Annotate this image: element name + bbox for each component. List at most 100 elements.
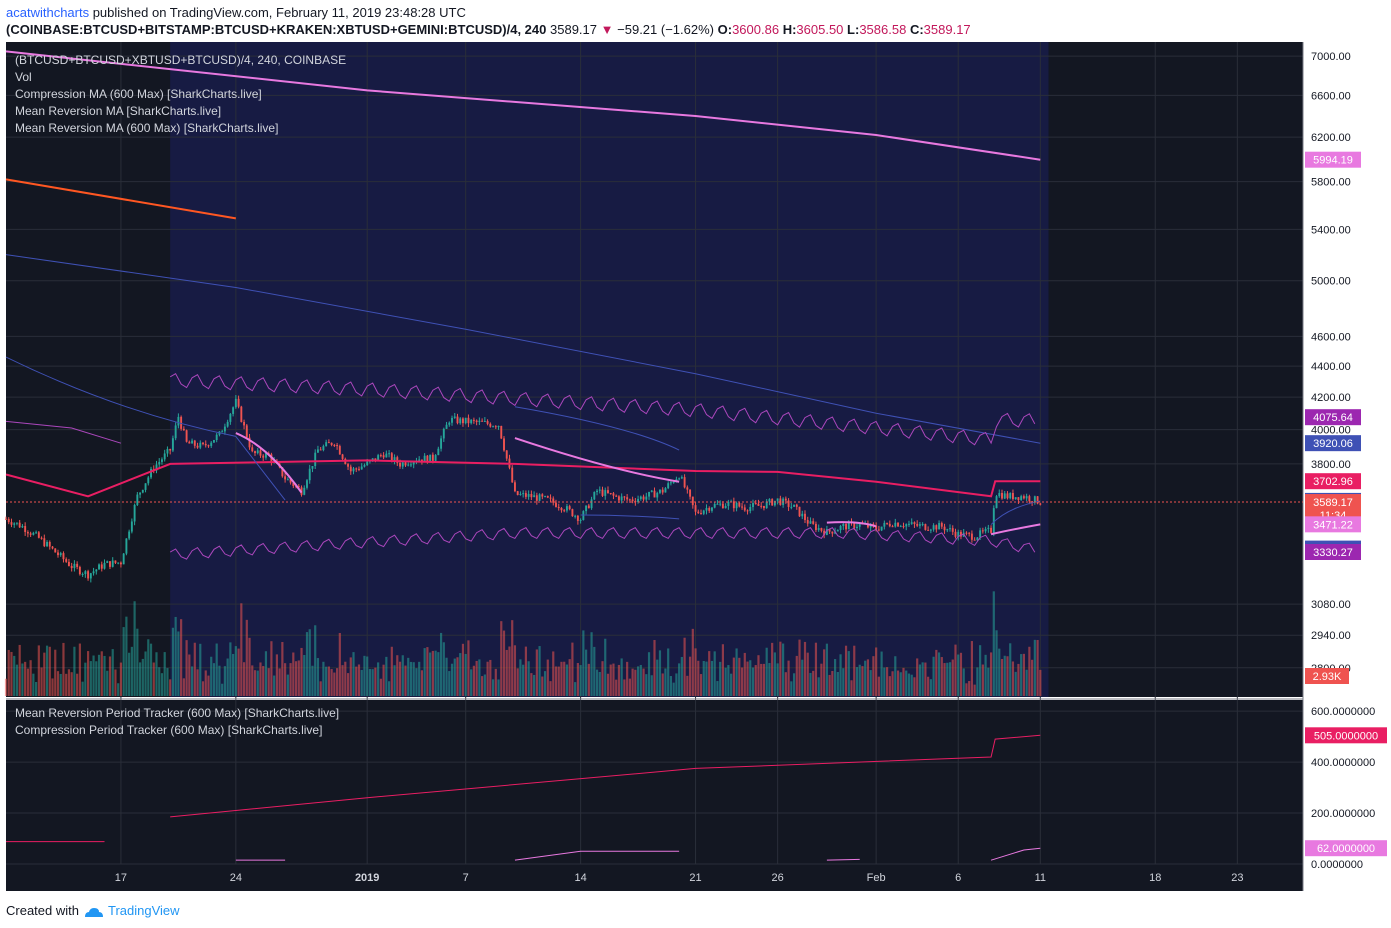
price-tick-label: 7000.00 [1311,51,1351,63]
volume-bar [486,661,489,696]
volume-bar [776,663,779,696]
candle-body [163,453,166,460]
volume-bar [201,681,205,696]
candle-body [169,448,172,451]
volume-bar [656,659,659,696]
volume-bar [390,646,393,696]
volume-bar [223,666,226,696]
legend-main-item[interactable]: Mean Reversion MA (600 Max) [SharkCharts… [15,121,278,135]
candle-body [35,532,38,534]
time-tick-label: 24 [230,872,242,884]
candle-body [877,529,880,531]
legend-sub-item[interactable]: Compression Period Tracker (600 Max) [Sh… [15,723,322,737]
candle-body [251,447,254,452]
candle-body [776,498,779,501]
price-tick-label: 5800.00 [1311,177,1351,189]
volume-bar [773,652,776,696]
candle-body [768,499,771,502]
candle-body [992,508,995,533]
volume-bar [502,630,506,696]
volume-label-bg [1305,668,1349,684]
candle-body [103,562,106,569]
candle-body [760,505,763,507]
candle-body [664,488,667,493]
volume-bar [108,656,112,696]
candle-body [358,468,360,470]
volume-bar [650,675,653,696]
author-link[interactable]: acatwithcharts [6,5,90,20]
ma-line [5,50,1041,161]
candle-body [7,518,10,523]
price-axis-label-bg [1305,409,1361,426]
volume-bar [281,642,284,696]
candle-body [185,430,188,442]
volume-bar [771,642,774,696]
volume-bar [166,668,169,696]
candle-body [245,425,248,438]
candle-body [700,513,702,515]
candle-body [171,438,174,451]
candle-body [754,503,757,505]
volume-bar [645,674,648,696]
candle-body [798,506,801,517]
candle-body [549,497,552,499]
candle-body [908,523,910,525]
candle-body [530,493,533,498]
price-axis-label: 3702.96 [1313,476,1353,488]
candle-body [434,455,437,461]
candle-body [213,440,215,443]
volume-bar [675,673,678,696]
candle-body [423,455,426,462]
volume-bar [834,659,837,696]
low-label: L: [847,22,860,37]
volume-bar [89,661,92,696]
volume-bar [325,666,328,696]
candle-body [410,464,412,466]
ma-line [5,459,1041,498]
candle-body [478,420,481,423]
candle-body [158,461,161,465]
tradingview-brand[interactable]: TradingView [108,903,180,918]
volume-bar [284,663,287,696]
volume-bar [880,651,883,696]
candle-body [451,417,453,423]
volume-bar [256,670,259,696]
candle-body [95,569,98,572]
candle-body [139,492,142,495]
candle-body [297,485,300,488]
volume-bar [251,665,254,696]
legend-main-item[interactable]: Mean Reversion MA [SharkCharts.live] [15,104,221,118]
price-axis-background [1303,42,1387,891]
legend-main-item[interactable]: Compression MA (600 Max) [SharkCharts.li… [15,87,262,101]
candle-body [87,571,90,579]
candle-body [237,398,240,407]
legend-sub-item[interactable]: Mean Reversion Period Tracker (600 Max) … [15,706,339,720]
candle-body [721,503,724,509]
volume-bar [407,657,410,696]
volume-bar [303,655,306,696]
candle-body [623,496,626,498]
volume-bar [92,655,95,696]
volume-bar [305,632,309,696]
legend-main-item[interactable]: Vol [15,70,32,84]
candle-body [1025,496,1028,499]
candle-body [1003,493,1006,499]
volume-bar [842,668,845,696]
volume-bar [415,668,418,696]
candle-body [81,574,84,576]
candle-body [563,510,566,512]
candle-body [29,533,32,535]
candle-body [653,490,656,498]
legend-main-item[interactable]: (BTCUSD+BTCUSD+XBTUSD+BTCUSD)/4, 240, CO… [15,53,346,67]
volume-bar [385,656,388,696]
chart-canvas[interactable]: 7000.00 6600.00 6200.00 5800.00 5400.00 5000.… [0,40,1391,892]
candle-body [856,526,858,529]
candle-body [596,490,598,493]
candle-body [40,537,43,539]
candle-body [73,563,76,569]
volume-bar [300,647,303,696]
symbol-name[interactable]: (COINBASE:BTCUSD+BITSTAMP:BTCUSD+KRAKEN:… [6,22,547,37]
candle-body [582,511,585,520]
candle-body [820,528,823,531]
candle-body [226,421,229,427]
